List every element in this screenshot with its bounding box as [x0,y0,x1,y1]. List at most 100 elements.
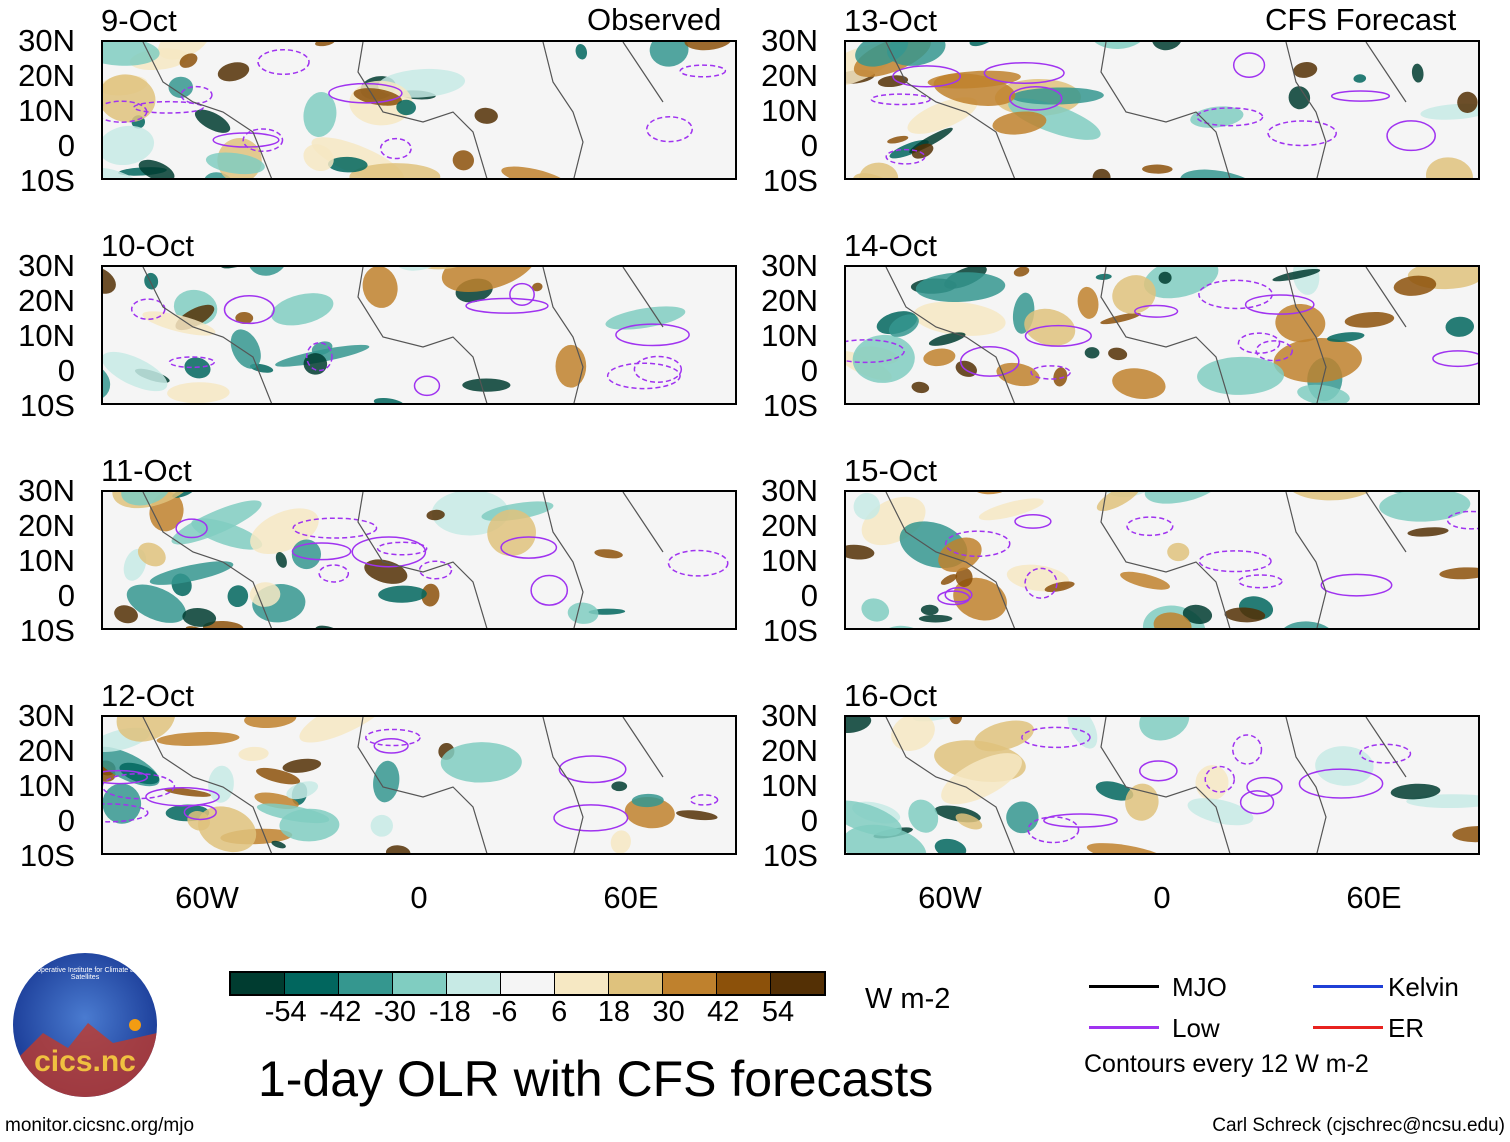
legend-line-kelvin [1313,985,1383,988]
olr-blob [1180,169,1261,178]
lat-tick-label: 10S [762,613,818,648]
lat-tick-label: 20N [761,733,818,768]
olr-blob [126,584,186,623]
olr-blob [1224,607,1266,623]
olr-blob [846,824,927,853]
forecast-label: CFS Forecast [1265,2,1457,37]
olr-map-panel [844,40,1480,180]
lon-tick-label: 60E [1346,880,1402,915]
olr-blob [1090,42,1146,50]
low-contour [103,100,148,123]
olr-blob [1112,368,1166,400]
lon-tick-label: 0 [410,880,428,915]
olr-blob [846,544,875,560]
olr-blob [1067,717,1098,749]
olr-blob [1112,275,1156,314]
low-contour [212,132,280,148]
coastlines [142,267,664,403]
olr-blob [1108,347,1128,361]
low-contour [183,804,217,821]
olr-blob [1013,267,1030,277]
olr-blob [1158,271,1172,284]
low-contour [292,517,378,539]
olr-blob [938,537,982,573]
colorbar-swatch [717,973,771,994]
olr-blob [303,353,328,375]
low-contour [103,803,149,823]
olr-blob [1406,794,1478,809]
olr-blob [1100,312,1141,325]
lat-tick-label: 0 [57,803,75,838]
low-contour [133,100,205,114]
lat-tick-label: 20N [761,508,818,543]
low-contour [689,794,719,806]
olr-blob [923,348,956,367]
olr-blob [1353,74,1367,83]
lat-tick-label: 30N [761,698,818,733]
lat-tick-label: 30N [18,698,75,733]
olr-blob [1096,492,1141,512]
low-contour [1320,573,1393,597]
olr-blob [1195,765,1229,801]
olr-blob [532,282,543,292]
low-contour [376,541,428,556]
olr-blob [1024,308,1076,346]
low-contour [500,536,558,559]
olr-blob [421,583,440,607]
olr-blob [282,758,322,773]
low-contour [103,769,149,785]
olr-blob [941,753,1022,805]
lat-tick-label: 10N [761,318,818,353]
lat-tick-label: 30N [761,473,818,508]
olr-blob [920,604,939,616]
low-contour [646,116,693,143]
coastlines [885,42,1407,178]
low-contour [1024,324,1092,347]
olr-blob [1355,403,1450,405]
olr-blob [887,42,946,66]
olr-blob [249,582,281,607]
low-contour [1204,765,1236,793]
lat-tick-label: 10N [761,543,818,578]
olr-blob [1095,781,1134,801]
olr-blob [362,267,398,308]
olr-blob [555,344,587,388]
olr-blob [121,492,171,506]
olr-blob [539,624,625,630]
olr-blob [142,311,216,336]
olr-blob [138,159,175,178]
olr-blob [1076,175,1175,180]
low-contour [1267,120,1337,147]
olr-blob [426,509,445,521]
low-contour [413,375,441,397]
lon-tick-label: 0 [1153,880,1171,915]
footer-url[interactable]: monitor.cicsnc.org/mjo [5,1115,195,1136]
lat-tick-label: 10N [18,93,75,128]
low-contour [615,323,690,347]
low-contour [1330,90,1391,102]
olr-blob [452,150,475,171]
low-contour [1359,743,1412,764]
olr-blob [171,500,262,545]
logo-ring-text: Cooperative Institute for Climate and Sa… [28,967,142,981]
legend-line-low [1089,1026,1159,1029]
olr-blob [1142,178,1217,180]
olr-anomaly-field [846,267,1478,405]
low-contour [305,342,333,372]
low-contour [983,62,1065,85]
olr-blob [1086,843,1167,853]
olr-blob [852,334,915,383]
colorbar-swatch [555,973,609,994]
lat-tick-label: 20N [761,58,818,93]
lat-tick-label: 0 [800,578,818,613]
low-contour [1231,734,1263,765]
olr-blob [911,143,934,159]
colorbar [229,971,826,996]
olr-blob [611,781,628,792]
olr-blob [911,381,930,394]
lat-tick-label: 10S [762,838,818,873]
olr-blob [1411,63,1424,83]
colorbar-tick-label: 42 [707,996,740,1028]
olr-blob [966,492,1021,495]
